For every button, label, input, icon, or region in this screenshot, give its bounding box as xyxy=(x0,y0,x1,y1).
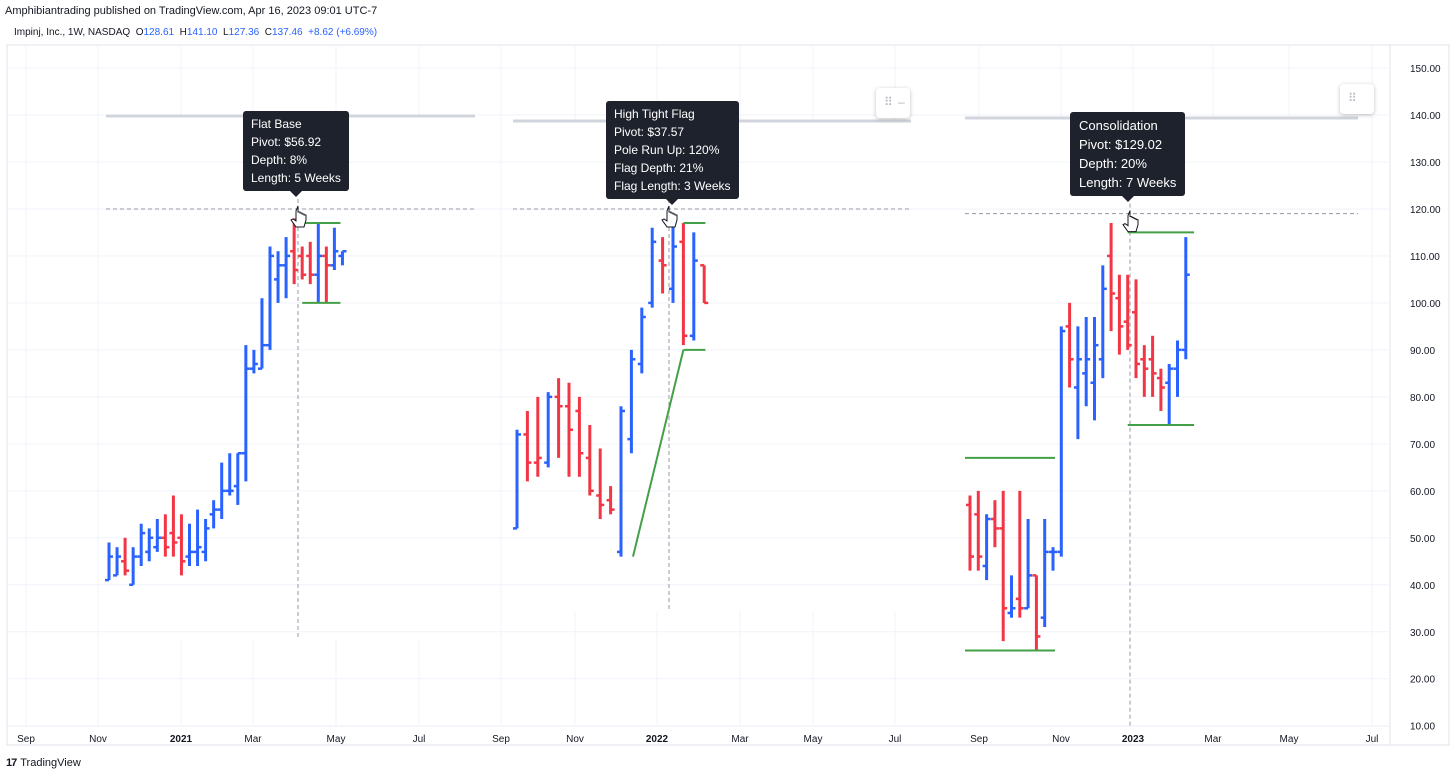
x-tick-label: Nov xyxy=(566,734,584,745)
plot-frame xyxy=(6,44,1450,746)
tooltip-line: Flat Base xyxy=(251,117,302,131)
tooltip-line: Length: 5 Weeks xyxy=(251,171,341,185)
tooltip-line: Pivot: $56.92 xyxy=(251,135,322,149)
x-tick-label: Sep xyxy=(17,734,35,745)
x-tick-label: Sep xyxy=(492,734,510,745)
change-value: +8.62 (+6.69%) xyxy=(308,27,378,38)
x-tick-label: Nov xyxy=(89,734,107,745)
tooltip-line: Pivot: $37.57 xyxy=(614,125,685,139)
x-tick-label: May xyxy=(804,734,823,745)
y-tick-label: 50.00 xyxy=(1410,534,1435,545)
y-tick-label: 140.00 xyxy=(1410,111,1441,122)
x-tick-label: Jul xyxy=(889,734,902,745)
y-tick-label: 40.00 xyxy=(1410,581,1435,592)
y-tick-label: 90.00 xyxy=(1410,346,1435,357)
tooltip-line: Depth: 20% xyxy=(1079,156,1147,171)
tooltip-line: Flag Length: 3 Weeks xyxy=(614,179,731,193)
low-label: L xyxy=(223,27,229,38)
tooltip-line: Pivot: $129.02 xyxy=(1079,137,1163,152)
annotation-tooltip-flat-base: Flat Base Pivot: $56.92 Depth: 8% Length… xyxy=(243,111,349,197)
symbol-name: Impinj, Inc., 1W, NASDAQ xyxy=(14,27,131,38)
y-tick-label: 80.00 xyxy=(1410,393,1435,404)
x-tick-label: Jul xyxy=(413,734,426,745)
y-tick-label: 150.00 xyxy=(1410,64,1441,75)
tooltip-line: Depth: 8% xyxy=(251,153,308,167)
x-tick-label: Sep xyxy=(970,734,988,745)
tooltip-line: Consolidation xyxy=(1079,118,1158,133)
y-tick-label: 110.00 xyxy=(1410,252,1440,263)
x-tick-label: Jul xyxy=(1366,734,1379,745)
x-tick-label: 2021 xyxy=(170,734,193,745)
drag-handle-icon[interactable]: ⠿ – xyxy=(876,88,910,118)
close-value: 137.46 xyxy=(272,27,303,38)
y-tick-label: 30.00 xyxy=(1410,628,1435,639)
pointer-hand-icon xyxy=(661,205,678,228)
tradingview-logo-icon: 17 xyxy=(6,757,17,769)
y-tick-label: 120.00 xyxy=(1410,205,1441,216)
x-tick-label: May xyxy=(327,734,346,745)
pattern-panel xyxy=(106,117,475,640)
high-label: H xyxy=(179,27,187,38)
pointer-hand-icon xyxy=(290,205,307,228)
tooltip-line: Pole Run Up: 120% xyxy=(614,143,720,157)
x-tick-label: May xyxy=(1280,734,1299,745)
annotation-tooltip-consolidation: Consolidation Pivot: $129.02 Depth: 20% … xyxy=(1070,112,1186,202)
y-tick-label: 10.00 xyxy=(1410,722,1435,733)
y-tick-label: 130.00 xyxy=(1410,158,1441,169)
drag-handle-icon[interactable]: ⠿ xyxy=(1340,84,1374,114)
open-value: 128.61 xyxy=(143,27,175,38)
tooltip-line: Length: 7 Weeks xyxy=(1079,175,1177,190)
y-tick-label: 60.00 xyxy=(1410,487,1435,498)
y-tick-label: 20.00 xyxy=(1410,675,1435,686)
low-value: 127.36 xyxy=(228,27,260,38)
pole-line xyxy=(632,349,685,557)
open-label: O xyxy=(135,27,144,38)
x-tick-label: 2023 xyxy=(1122,734,1145,745)
tooltip-line: High Tight Flag xyxy=(614,107,695,121)
x-tick-label: Mar xyxy=(731,734,749,745)
x-tick-label: Mar xyxy=(244,734,262,745)
y-tick-label: 100.00 xyxy=(1410,299,1441,310)
published-line: Amphibiantrading published on TradingVie… xyxy=(5,5,378,17)
x-tick-label: 2022 xyxy=(646,734,669,745)
annotation-tooltip-high-tight-flag: High Tight Flag Pivot: $37.57 Pole Run U… xyxy=(606,101,739,205)
tradingview-footer[interactable]: 17 TradingView xyxy=(6,757,81,769)
symbol-legend[interactable]: Impinj, Inc., 1W, NASDAQ O128.61 H141.10… xyxy=(14,27,377,38)
high-value: 141.10 xyxy=(186,27,218,38)
tooltip-line: Flag Depth: 21% xyxy=(614,161,704,175)
pointer-hand-icon xyxy=(1122,210,1139,233)
pattern-panel xyxy=(965,119,1358,726)
y-tick-label: 70.00 xyxy=(1410,440,1435,451)
close-label: C xyxy=(264,27,272,38)
brand-name: TradingView xyxy=(20,757,81,769)
pattern-panel xyxy=(513,122,911,612)
x-tick-label: Mar xyxy=(1204,734,1222,745)
x-tick-label: Nov xyxy=(1052,734,1070,745)
